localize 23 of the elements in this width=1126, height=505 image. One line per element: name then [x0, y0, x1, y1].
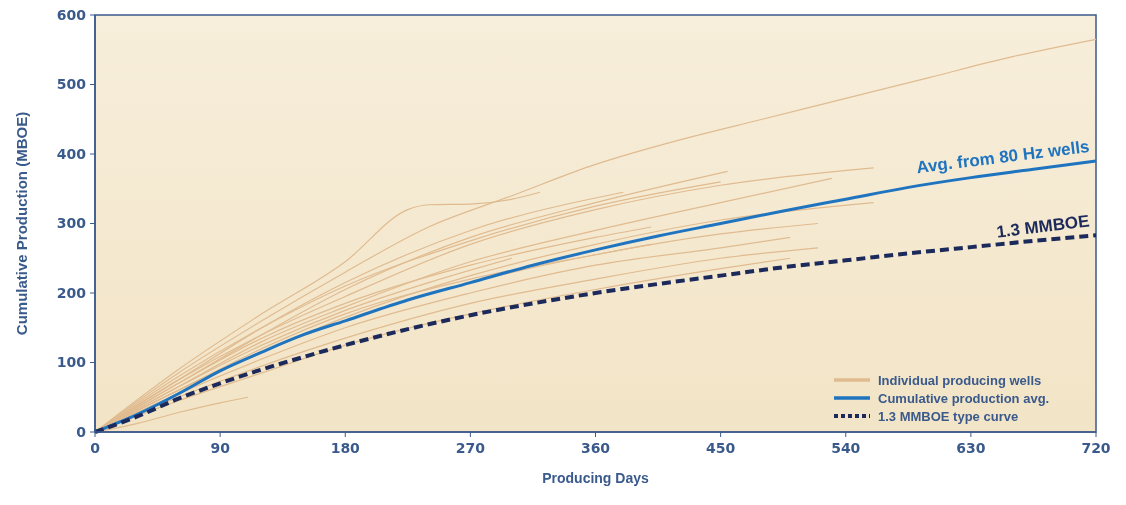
legend-label: 1.3 MMBOE type curve [878, 408, 1019, 424]
x-tick-label: 0 [90, 440, 101, 456]
y-tick-label: 0 [76, 423, 87, 440]
x-axis-title: Producing Days [542, 470, 649, 486]
x-tick-label: 540 [831, 440, 861, 456]
x-tick-label: 270 [455, 440, 486, 456]
x-tick-label: 450 [706, 440, 736, 456]
x-tick-label: 180 [330, 440, 361, 456]
y-tick-label: 300 [56, 215, 87, 232]
annotation: 1.3 MMBOE [995, 211, 1091, 242]
y-tick-label: 600 [56, 6, 87, 23]
y-tick-label: 500 [56, 76, 87, 93]
legend-label: Individual producing wells [878, 372, 1042, 388]
x-tick-label: 90 [210, 440, 231, 456]
x-tick-label: 720 [1081, 440, 1111, 456]
y-axis-title: Cumulative Production (MBOE) [13, 111, 30, 336]
x-tick-label: 360 [580, 440, 611, 456]
y-tick-label: 200 [56, 284, 87, 301]
y-tick-label: 400 [56, 145, 87, 162]
x-tick-label: 630 [956, 440, 986, 456]
y-tick-label: 100 [56, 354, 87, 371]
annotation: Avg. from 80 Hz wells [915, 137, 1091, 178]
legend-label: Cumulative production avg. [878, 390, 1050, 406]
